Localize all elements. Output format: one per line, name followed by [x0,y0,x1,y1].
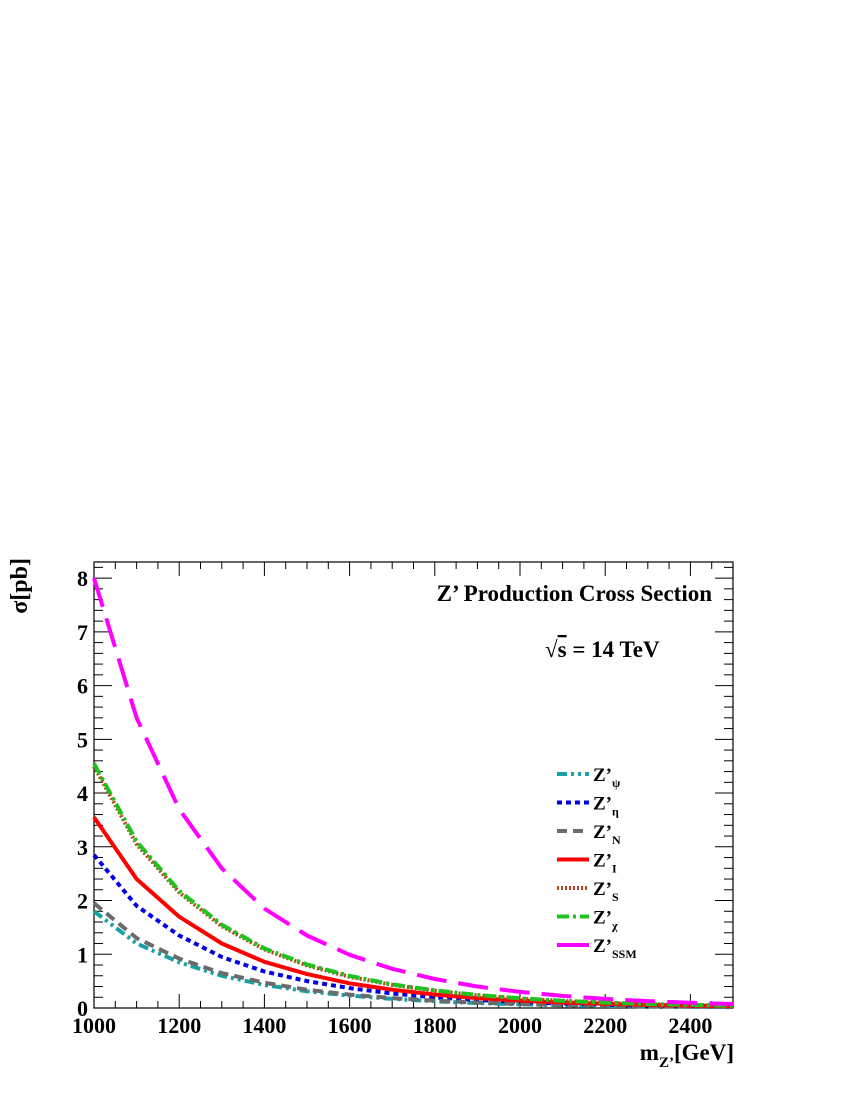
y-tick-label: 5 [77,727,88,752]
axes: 1000 1200 1400 1600 1800 2000 2200 2400 0 1 2 3 4 5 6 7… [72,561,734,1038]
series-line-χ [92,762,734,1008]
energy-value: = 14 TeV [567,637,660,662]
y-tick-label: 6 [77,674,88,699]
y-axis-label: σ[pb] [7,558,33,614]
legend: Z’ψ Z’η Z’N Z’I Z’S Z’χ Z’SSM [557,765,637,961]
legend-label: Z’N [593,822,621,847]
x-tick-label: 2000 [498,1013,542,1038]
legend-entry-ssm: Z’SSM [557,936,637,961]
y-tick-label: 4 [77,781,88,806]
legend-label: Z’χ [593,908,618,933]
legend-label: Z’I [593,851,617,876]
y-tick-label: 8 [77,566,88,591]
series-line-ssm [92,577,734,1006]
legend-label: Z’η [593,794,619,819]
energy-s: s [558,637,567,662]
legend-entry-η: Z’η [557,794,619,819]
x-axis-label-unit: [GeV] [674,1040,734,1065]
y-tick-label: 7 [77,620,88,645]
legend-label: Z’S [593,879,619,904]
sqrt-symbol: √ [545,637,558,662]
x-tick-label: 1000 [72,1013,116,1038]
x-tick-label: 1200 [157,1013,201,1038]
legend-entry-n: Z’N [557,822,621,847]
legend-entry-χ: Z’χ [557,908,618,933]
series-line-i [92,816,734,1009]
svg-text:√s = 14 TeV: √s = 14 TeV [545,637,660,662]
series-line-s [92,765,734,1008]
x-tick-label: 1400 [242,1013,286,1038]
series-layer [92,577,734,1010]
legend-entry-s: Z’S [557,879,619,904]
x-tick-label: 2200 [583,1013,627,1038]
x-axis-label: mZ’[GeV] [640,1040,734,1071]
x-tick-label: 2400 [668,1013,712,1038]
legend-entry-i: Z’I [557,851,617,876]
legend-label: Z’SSM [593,936,637,961]
chart-title: Z’ Production Cross Section [437,581,713,606]
x-tick-label: 1800 [413,1013,457,1038]
svg-text:mZ’[GeV]: mZ’[GeV] [640,1040,734,1071]
legend-entry-ψ: Z’ψ [557,765,621,790]
x-axis-label-sub: Z’ [659,1055,674,1071]
energy-label: √s = 14 TeV [545,637,660,662]
series-line-η [92,853,734,1009]
y-tick-label: 0 [77,996,88,1021]
legend-label: Z’ψ [593,765,621,790]
series-line-n [92,901,734,1009]
y-tick-label: 2 [77,889,88,914]
x-tick-label: 1600 [328,1013,372,1038]
x-axis-label-main: m [640,1040,659,1065]
y-tick-label: 1 [77,942,88,967]
y-tick-label: 3 [77,835,88,860]
